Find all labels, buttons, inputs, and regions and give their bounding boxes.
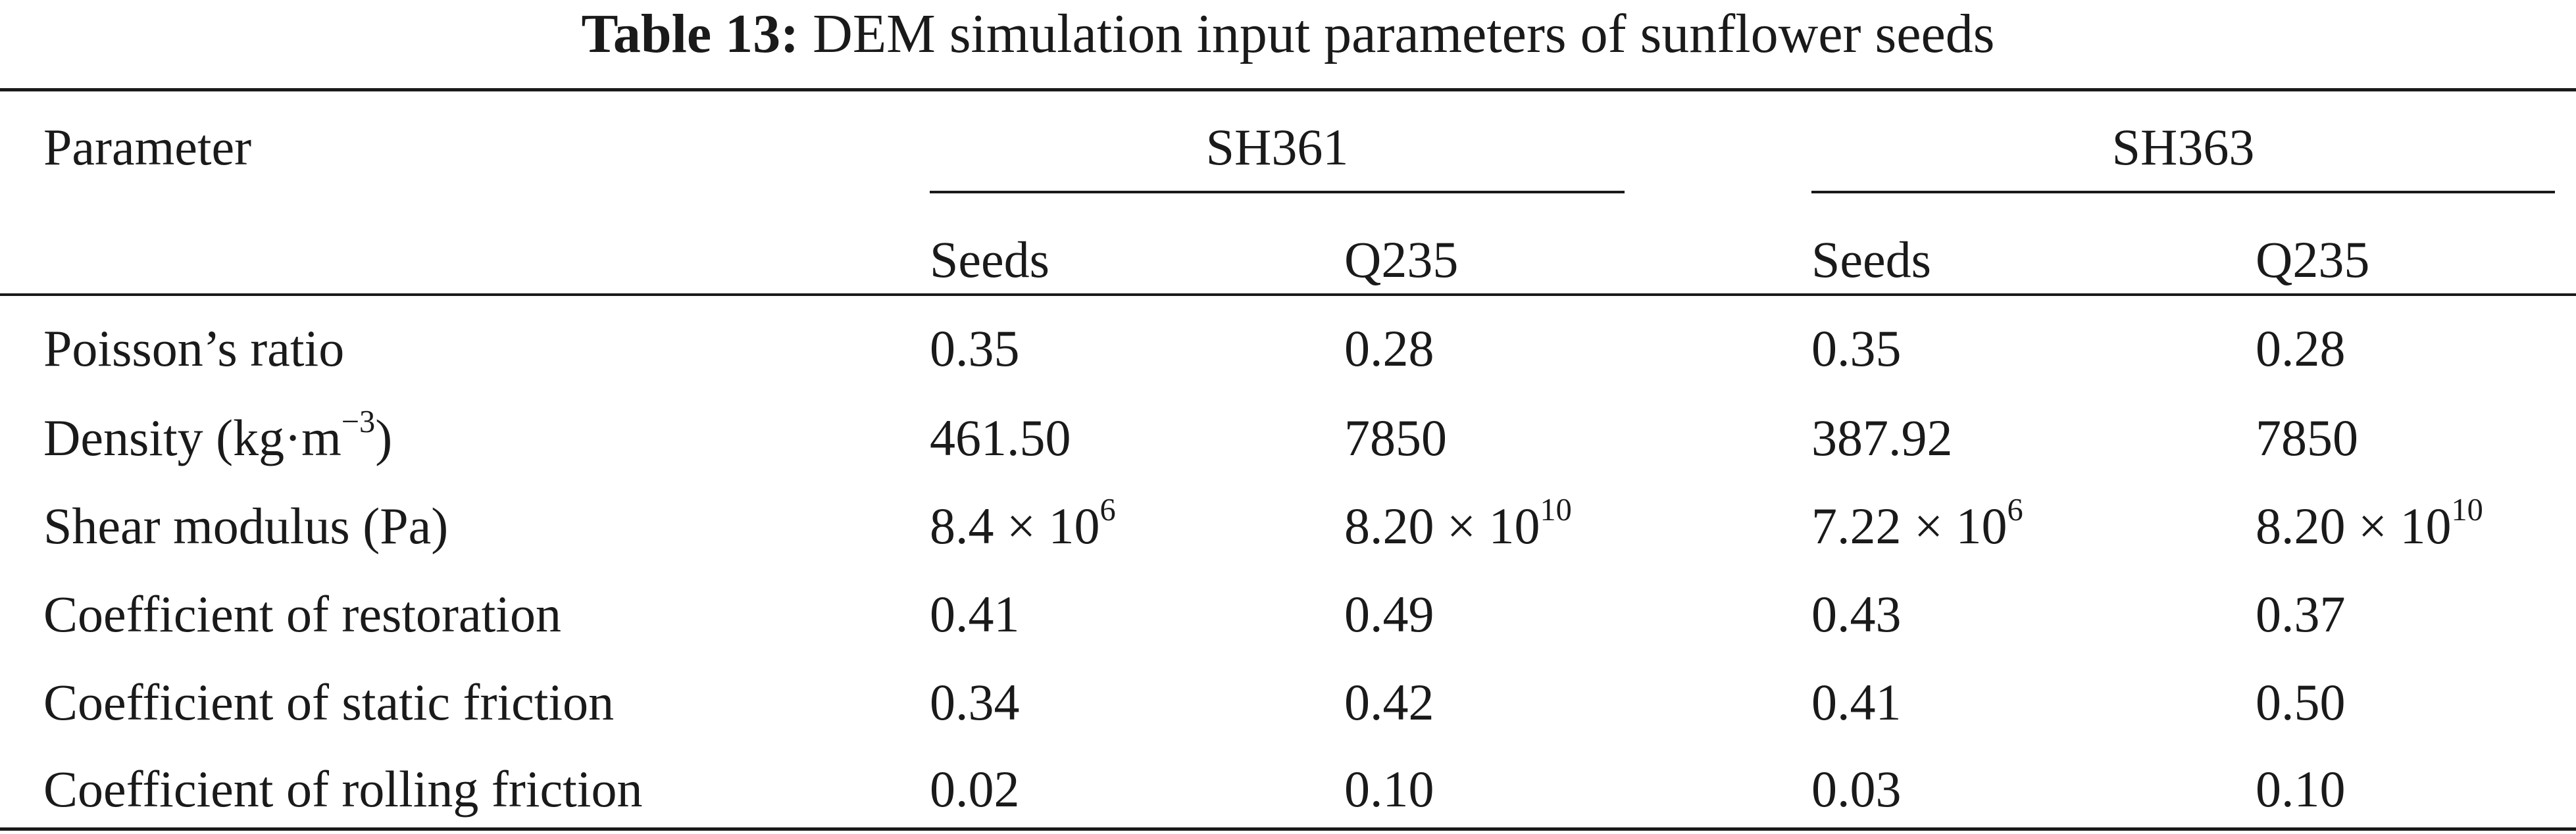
cell-density-sh363-seeds: 387.92 xyxy=(1811,409,1953,466)
cell-restoration-sh363-seeds: 0.43 xyxy=(1811,585,1902,643)
row-label-coefficient-of-restoration: Coefficient of restoration xyxy=(43,585,561,643)
shear-sh363-q235-base: 8.20 × 10 xyxy=(2256,497,2452,554)
cell-static-friction-sh361-q235: 0.42 xyxy=(1344,674,1434,731)
shear-sh363-q235-exp: 10 xyxy=(2451,493,2483,528)
row-label-coefficient-of-static-friction: Coefficient of static friction xyxy=(43,674,615,731)
cell-rolling-friction-sh361-q235: 0.10 xyxy=(1344,760,1434,818)
group-rule-sh363 xyxy=(1811,191,2555,193)
group-rule-sh361 xyxy=(930,191,1625,193)
cell-restoration-sh361-seeds: 0.41 xyxy=(930,585,1020,643)
density-label-close: ) xyxy=(375,409,393,466)
cell-density-sh363-q235: 7850 xyxy=(2256,409,2358,466)
cell-shear-modulus-sh361-seeds: 8.4 × 106 xyxy=(930,493,1116,565)
density-unit-exponent: −3 xyxy=(341,405,376,440)
table-caption: Table 13: DEM simulation input parameter… xyxy=(0,1,2576,67)
bottom-rule xyxy=(0,827,2576,831)
header-parameter: Parameter xyxy=(43,118,252,176)
cell-rolling-friction-sh363-q235: 0.10 xyxy=(2256,760,2346,818)
header-group-sh361: SH361 xyxy=(1205,118,1349,176)
cell-static-friction-sh363-q235: 0.50 xyxy=(2256,674,2346,731)
cell-poissons-ratio-sh363-q235: 0.28 xyxy=(2256,320,2346,377)
shear-sh361-q235-base: 8.20 × 10 xyxy=(1344,497,1540,554)
cell-rolling-friction-sh363-seeds: 0.03 xyxy=(1811,760,1902,818)
cell-restoration-sh361-q235: 0.49 xyxy=(1344,585,1434,643)
subheader-sh361-q235: Q235 xyxy=(1344,231,1459,288)
cell-poissons-ratio-sh361-q235: 0.28 xyxy=(1344,320,1434,377)
subheader-sh361-seeds: Seeds xyxy=(930,231,1049,288)
table-caption-label: Table 13: xyxy=(581,3,799,64)
row-label-shear-modulus: Shear modulus (Pa) xyxy=(43,497,449,554)
row-label-coefficient-of-rolling-friction: Coefficient of rolling friction xyxy=(43,760,643,818)
cell-density-sh361-seeds: 461.50 xyxy=(930,409,1071,466)
shear-sh363-seeds-base: 7.22 × 10 xyxy=(1811,497,2008,554)
row-label-density: Density (kg·m−3) xyxy=(43,405,393,477)
top-rule xyxy=(0,88,2576,91)
shear-sh361-q235-exp: 10 xyxy=(1540,493,1572,528)
cell-static-friction-sh363-seeds: 0.41 xyxy=(1811,674,1902,731)
shear-sh361-seeds-base: 8.4 × 10 xyxy=(930,497,1100,554)
shear-sh363-seeds-exp: 6 xyxy=(2007,493,2023,528)
cell-restoration-sh363-q235: 0.37 xyxy=(2256,585,2346,643)
subheader-sh363-q235: Q235 xyxy=(2256,231,2370,288)
cell-static-friction-sh361-seeds: 0.34 xyxy=(930,674,1020,731)
header-group-sh363: SH363 xyxy=(2111,118,2255,176)
cell-shear-modulus-sh363-q235: 8.20 × 1010 xyxy=(2256,493,2483,565)
cell-shear-modulus-sh363-seeds: 7.22 × 106 xyxy=(1811,493,2023,565)
cell-poissons-ratio-sh363-seeds: 0.35 xyxy=(1811,320,1902,377)
shear-sh361-seeds-exp: 6 xyxy=(1099,493,1116,528)
subheader-sh363-seeds: Seeds xyxy=(1811,231,1931,288)
cell-shear-modulus-sh361-q235: 8.20 × 1010 xyxy=(1344,493,1572,565)
header-rule xyxy=(0,293,2576,296)
row-label-poissons-ratio: Poisson’s ratio xyxy=(43,320,345,377)
table-caption-text: DEM simulation input parameters of sunfl… xyxy=(813,3,1995,64)
cell-density-sh361-q235: 7850 xyxy=(1344,409,1447,466)
density-label-text: Density (kg·m xyxy=(43,409,341,466)
cell-poissons-ratio-sh361-seeds: 0.35 xyxy=(930,320,1020,377)
cell-rolling-friction-sh361-seeds: 0.02 xyxy=(930,760,1020,818)
